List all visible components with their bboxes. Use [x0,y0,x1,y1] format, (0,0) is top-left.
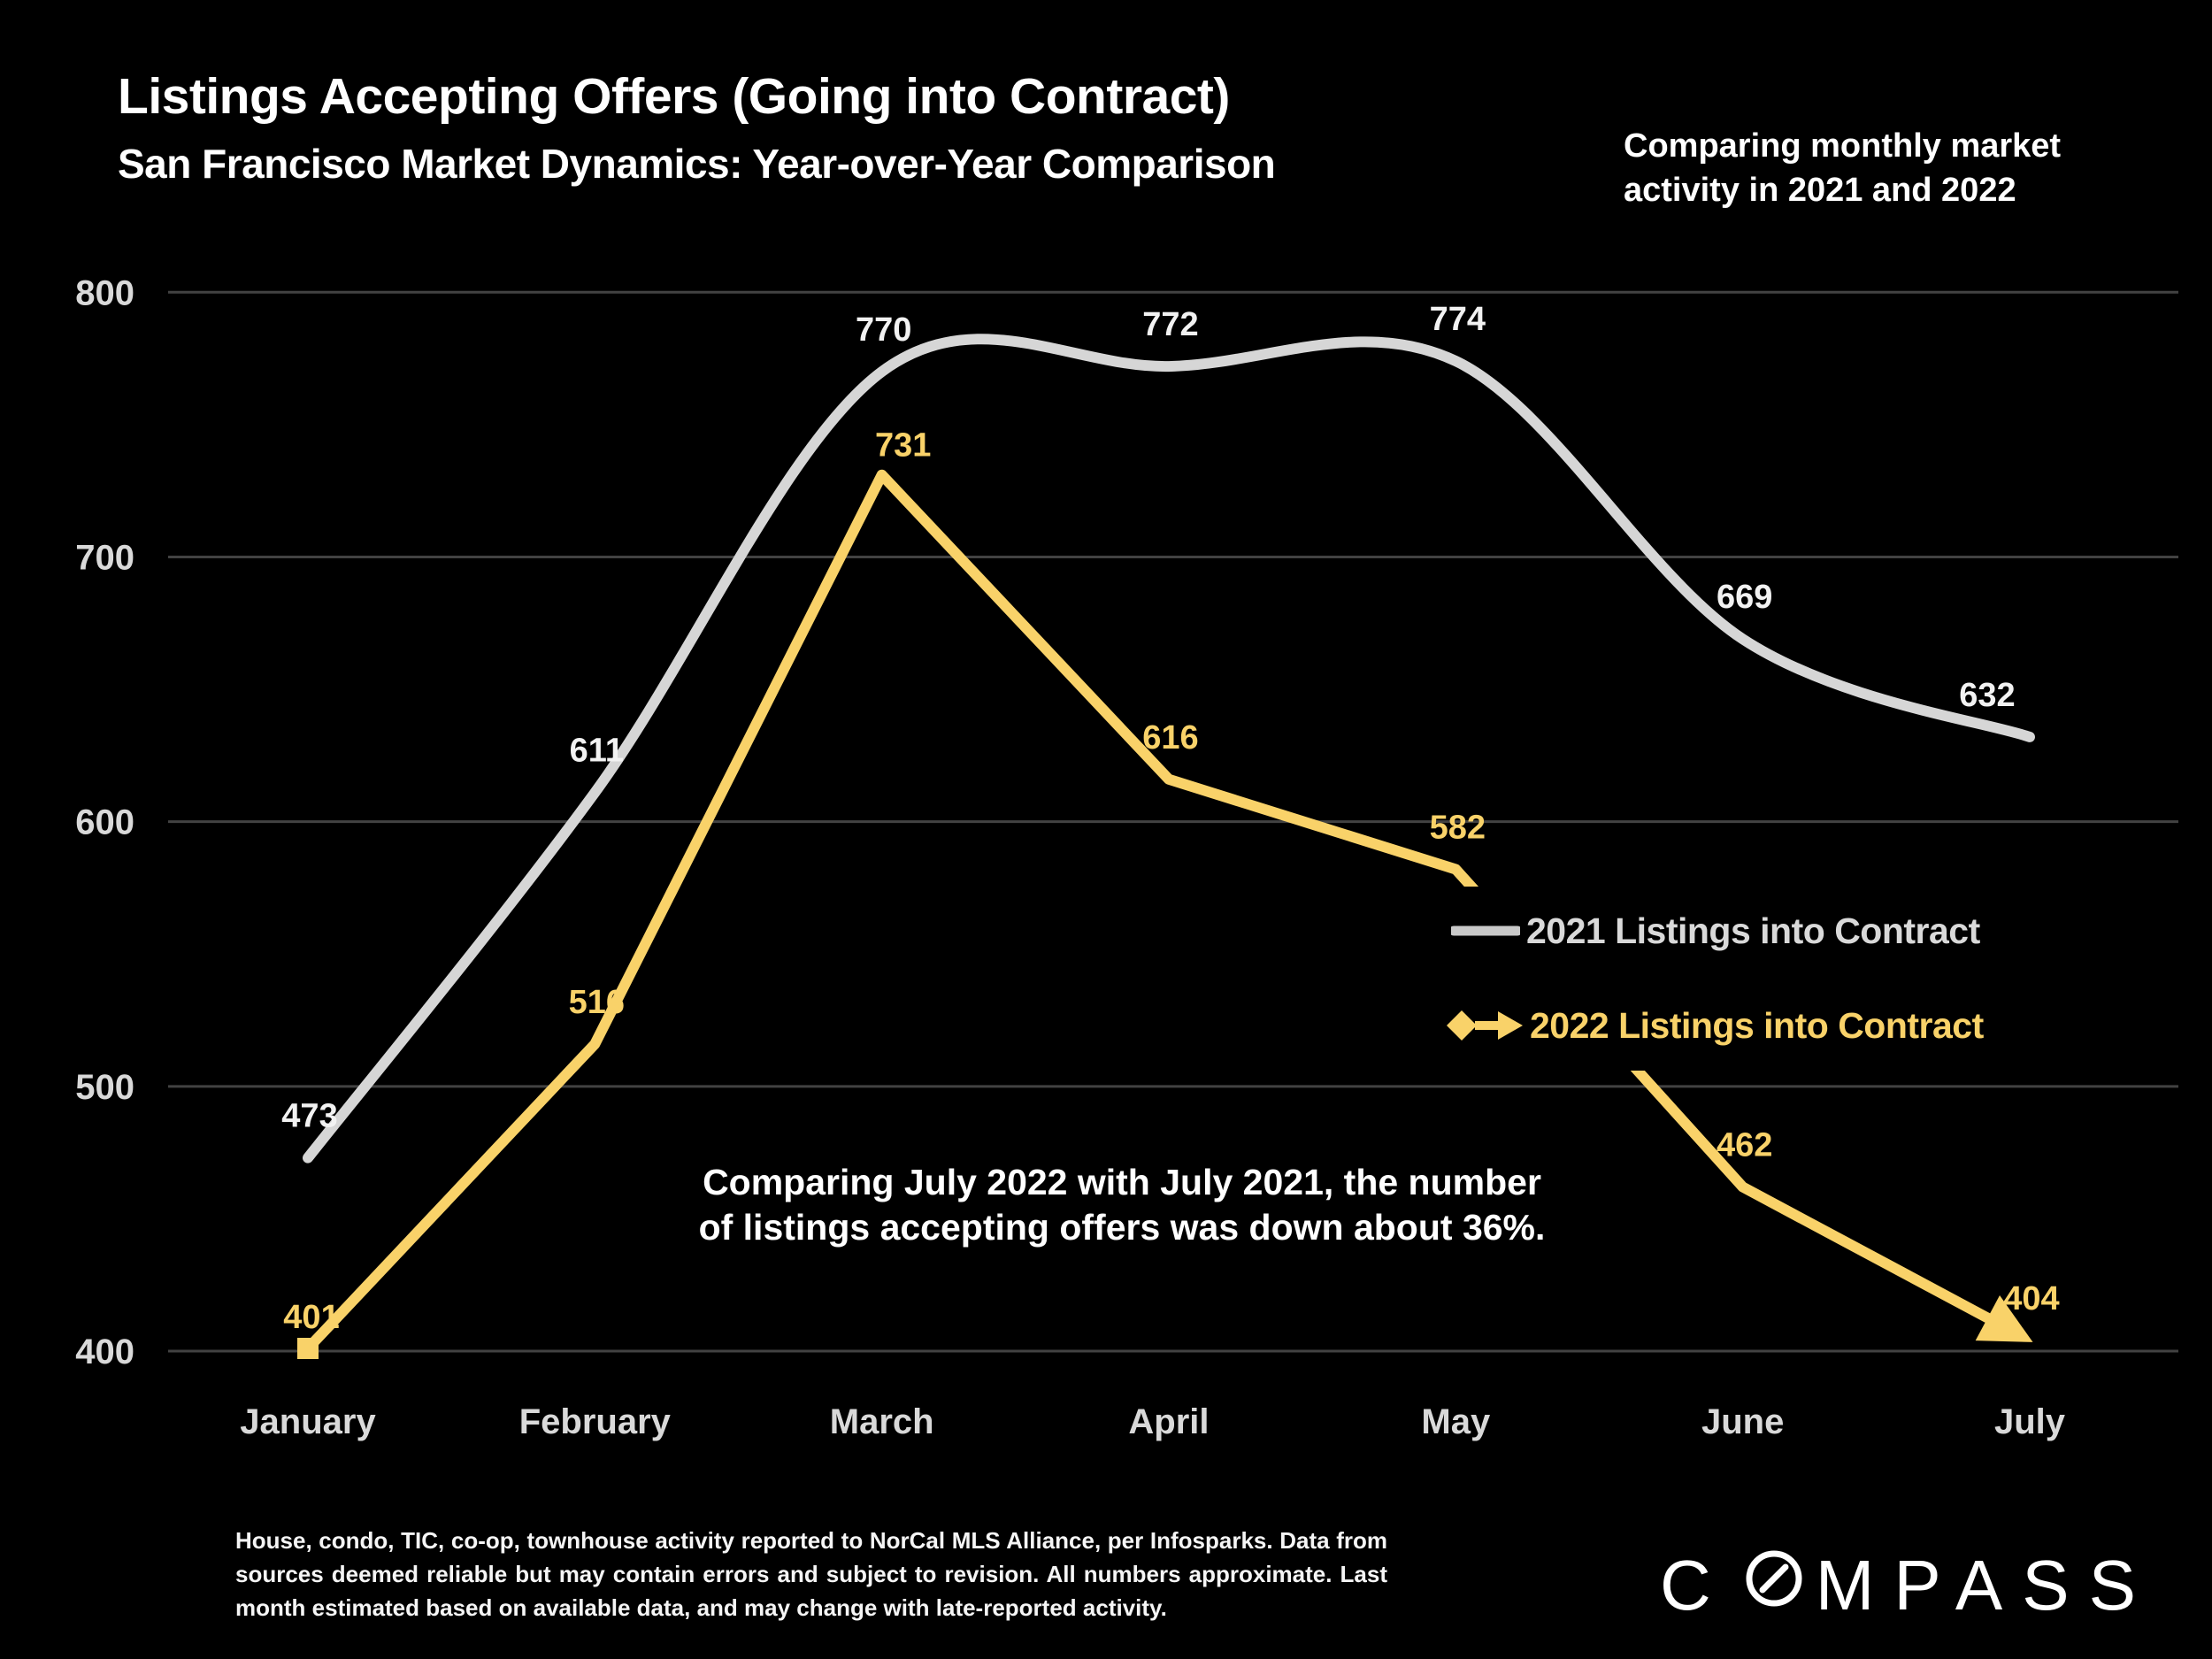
y-axis-tick-label: 800 [75,273,134,312]
data-label: 401 [283,1299,339,1336]
data-label: 582 [1430,810,1486,847]
page-title: Listings Accepting Offers (Going into Co… [118,68,1230,125]
legend-swatch-2022-arrow-icon [1447,1010,1523,1041]
compass-logo: C MPASS [1660,1550,2155,1621]
legend-swatch-2021-line-icon [1451,926,1520,936]
y-axis-tick-label: 700 [75,538,134,577]
data-label: 462 [1717,1127,1772,1164]
x-axis-month-label: February [519,1402,672,1441]
y-axis-tick-label: 500 [75,1068,134,1107]
series-end-arrow-marker [1975,1294,2033,1342]
data-label: 473 [281,1098,337,1135]
x-axis-month-label: January [240,1402,376,1441]
page-subtitle: San Francisco Market Dynamics: Year-over… [118,141,1276,187]
footer-disclaimer: House, condo, TIC, co-op, townhouse acti… [235,1527,1387,1621]
y-axis-tick-label: 400 [75,1333,134,1371]
data-label: 669 [1717,579,1772,616]
data-label: 774 [1430,301,1486,338]
x-axis-month-label: June [1701,1402,1784,1441]
data-label: 632 [1959,677,2015,714]
legend-label-2022: 2022 Listings into Contract [1530,1004,1984,1046]
chart-legend: 2021 Listings into Contract 2022 Listing… [1426,887,2143,1071]
logo-letter-c: C [1660,1546,1731,1624]
data-label: 770 [856,311,911,349]
x-axis-month-label: July [1994,1402,2066,1441]
annotation-line2: of listings accepting offers was down ab… [698,1207,1546,1248]
series-2021-line [303,334,2035,1164]
y-axis-tick-label: 600 [75,803,134,842]
annotation-line1: Comparing July 2022 with July 2021, the … [703,1162,1541,1202]
legend-label-2021: 2021 Listings into Contract [1526,910,1980,951]
series-2022-line [303,469,1992,1353]
series-start-square-marker [297,1338,319,1360]
compass-o-icon [1743,1545,1805,1626]
data-label: 731 [875,427,931,465]
x-axis-month-label: April [1128,1402,1209,1441]
data-label: 772 [1142,306,1198,343]
top-note: Comparing monthly market activity in 202… [1624,124,2061,212]
data-label: 404 [2003,1280,2059,1317]
logo-letters-mpass: MPASS [1815,1546,2155,1624]
legend-item-2022: 2022 Listings into Contract [1445,995,1984,1056]
top-note-line1: Comparing monthly market [1624,127,2062,165]
data-label: 616 [1142,719,1198,757]
data-label: 516 [569,984,625,1021]
top-note-line2: activity in 2021 and 2022 [1624,172,2016,209]
annotation-callout: Comparing July 2022 with July 2021, the … [635,1160,1609,1250]
legend-item-2021: 2021 Listings into Contract [1451,900,1980,962]
x-axis-month-label: March [830,1402,934,1441]
data-label: 611 [570,733,624,770]
x-axis-month-label: May [1421,1402,1491,1441]
